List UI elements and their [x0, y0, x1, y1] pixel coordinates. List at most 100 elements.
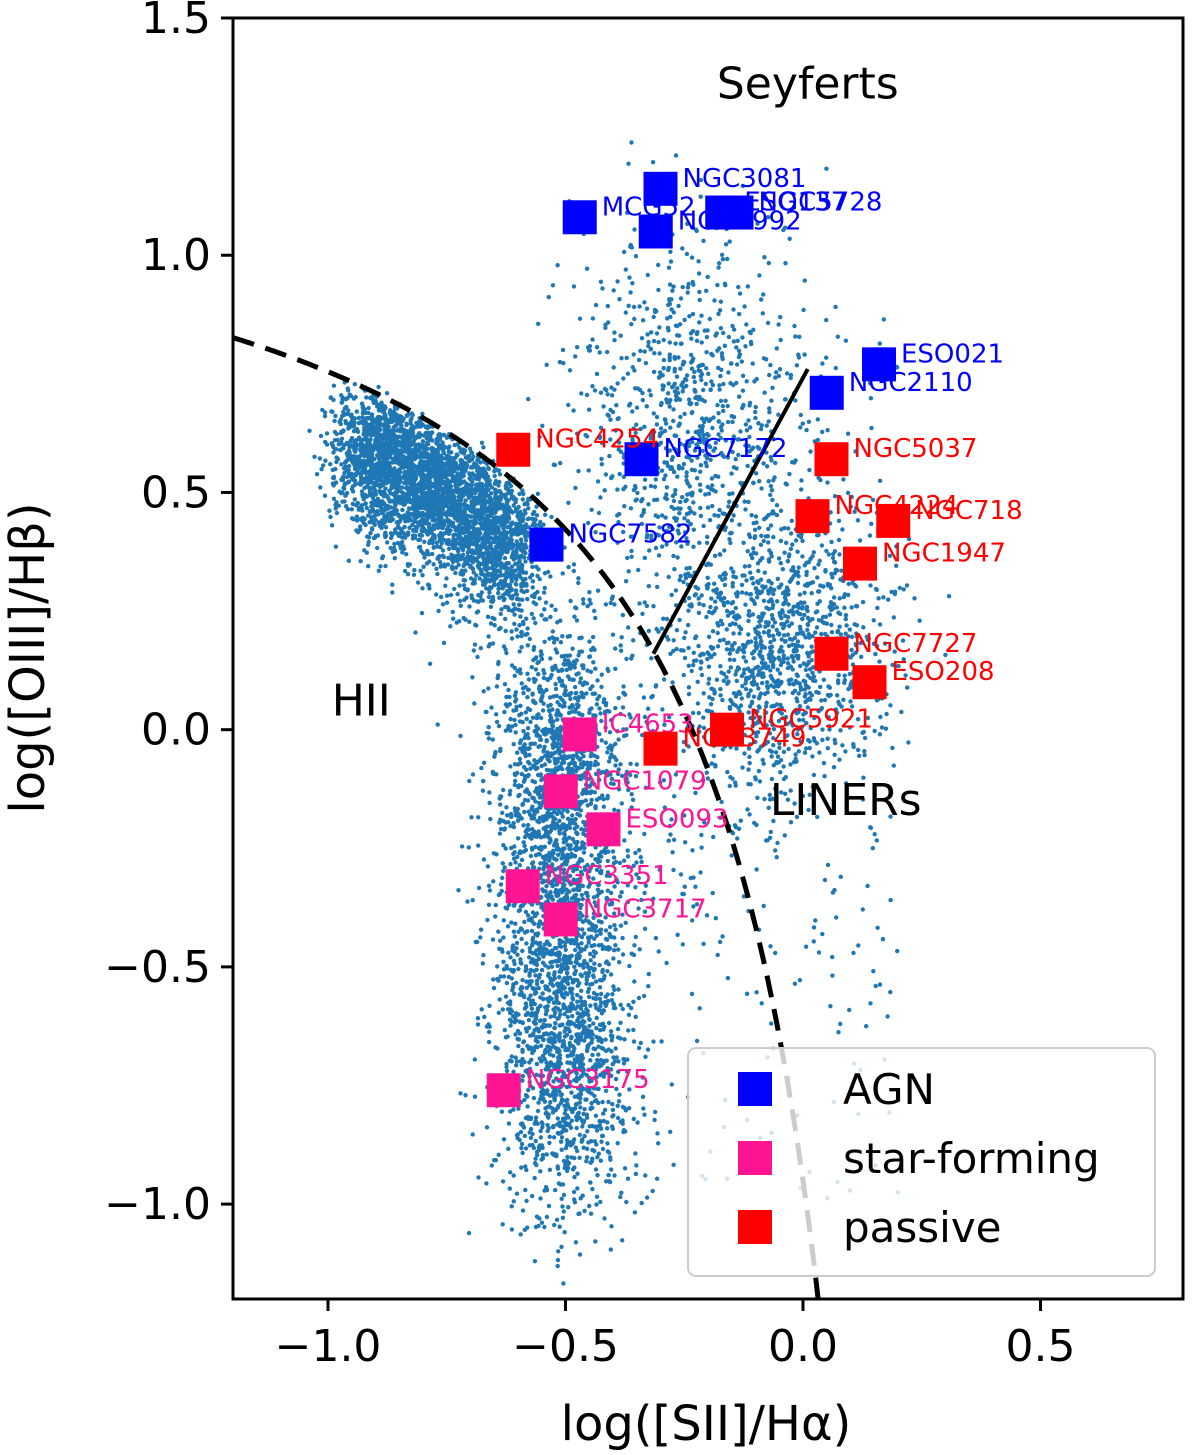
bg-point [583, 918, 588, 923]
bg-point [500, 1007, 505, 1012]
bg-point [484, 577, 489, 582]
bg-point [943, 652, 948, 658]
bg-point [651, 369, 657, 375]
bg-point [785, 619, 790, 624]
bg-point [725, 403, 730, 409]
bg-point [679, 341, 684, 346]
bg-point [547, 695, 553, 700]
bg-point [349, 436, 355, 441]
bg-point [701, 238, 706, 243]
bg-point [367, 440, 372, 445]
bg-point [605, 1141, 610, 1146]
bg-point [621, 249, 627, 255]
bg-point [643, 883, 649, 888]
bg-point [542, 571, 548, 576]
bg-point [591, 660, 596, 665]
bg-point [543, 753, 548, 758]
bg-point [546, 708, 552, 713]
bg-point [576, 580, 581, 586]
bg-point [522, 1006, 528, 1011]
bg-point [666, 328, 671, 333]
bg-point [730, 323, 735, 329]
bg-point [553, 1021, 558, 1026]
bg-point [835, 629, 840, 635]
bg-point [718, 398, 724, 404]
bg-point [603, 602, 609, 607]
bg-point [629, 322, 634, 327]
bg-point [687, 573, 692, 579]
bg-point [364, 550, 369, 555]
bg-point [498, 746, 503, 752]
bg-point [742, 304, 747, 309]
bg-point [312, 454, 317, 459]
bg-point [502, 682, 508, 687]
bg-point [534, 981, 540, 987]
bg-point [666, 365, 671, 371]
bg-point [736, 284, 741, 290]
bg-point [584, 1146, 590, 1152]
bg-point [771, 478, 776, 483]
bg-point [542, 607, 547, 612]
bg-point [543, 512, 548, 517]
bg-point [628, 506, 634, 511]
bg-point [518, 671, 523, 676]
bg-point [329, 523, 335, 528]
bg-point [731, 327, 737, 332]
bg-point [608, 1067, 614, 1072]
bg-point [816, 475, 821, 480]
bg-point [819, 543, 825, 548]
bg-point [531, 1095, 537, 1101]
bg-point [751, 656, 756, 661]
bg-point [553, 1187, 558, 1193]
bg-point [659, 468, 665, 473]
bg-point [821, 677, 826, 682]
bg-point [588, 951, 593, 957]
bg-point [531, 616, 536, 621]
bg-point [498, 882, 504, 887]
bg-point [657, 780, 663, 785]
bg-point [480, 961, 485, 966]
bg-point [751, 581, 756, 586]
bg-point [500, 875, 505, 881]
bg-point [733, 575, 739, 580]
bg-point [503, 628, 508, 634]
bg-point [518, 537, 524, 542]
bg-point [690, 848, 695, 853]
bg-point [862, 752, 867, 758]
bg-point [607, 453, 612, 459]
bg-point [391, 545, 397, 551]
bg-point [595, 1155, 600, 1160]
bg-point [828, 1004, 833, 1009]
bg-point [771, 664, 776, 670]
bg-point [514, 627, 519, 632]
bg-point [758, 426, 764, 432]
bg-point [851, 950, 856, 956]
bg-point [654, 497, 660, 502]
bg-point [825, 736, 830, 741]
bg-point [744, 578, 749, 583]
bg-point [486, 1039, 492, 1045]
bg-point [487, 888, 493, 893]
bg-point [768, 639, 773, 645]
bg-point [720, 697, 725, 703]
bg-point [506, 1146, 511, 1152]
bg-point [444, 600, 450, 605]
bg-point [829, 622, 834, 628]
bg-point [666, 529, 671, 534]
bg-point [739, 696, 744, 701]
bg-point [700, 778, 706, 783]
bg-point [662, 805, 667, 810]
bg-point [380, 554, 386, 559]
bg-point [628, 401, 633, 406]
bg-point [623, 310, 628, 315]
bg-point [378, 564, 383, 569]
bg-point [530, 860, 536, 865]
bg-point [739, 582, 745, 588]
bg-point [698, 374, 703, 379]
bg-point [671, 407, 676, 412]
bg-point [679, 544, 684, 549]
bg-point [497, 472, 503, 477]
bg-point [332, 429, 338, 435]
bg-point [573, 1106, 578, 1111]
bg-point [744, 379, 749, 384]
